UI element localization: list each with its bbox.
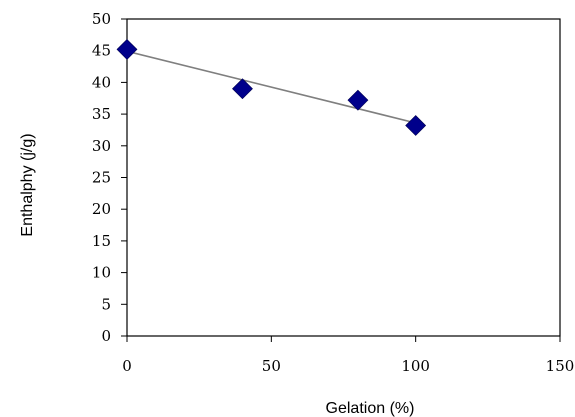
- data-point: [116, 39, 138, 60]
- y-tick-label: 10: [92, 264, 111, 282]
- x-tick-label: 100: [401, 357, 430, 375]
- x-tick-label: 50: [262, 357, 281, 375]
- y-tick-label: 45: [92, 42, 111, 60]
- trendline-group: [126, 50, 416, 124]
- data-points: [116, 39, 427, 136]
- y-tick-label: 40: [92, 73, 111, 91]
- y-tick-label: 15: [92, 232, 111, 250]
- trendline: [126, 50, 416, 124]
- y-tick-label: 50: [92, 10, 111, 28]
- y-axis-title: Enthalphy (j/g): [19, 133, 36, 236]
- y-tick-label: 5: [101, 295, 111, 313]
- plot-area: [126, 18, 561, 337]
- y-tick-label: 25: [92, 169, 111, 187]
- x-tick-label: 150: [546, 357, 575, 375]
- x-axis-title: Gelation (%): [326, 400, 415, 417]
- plot-frame: [126, 18, 561, 337]
- data-point: [347, 89, 369, 111]
- y-tick-label: 0: [101, 327, 111, 345]
- x-axis-ticks: 0 50 100 150: [122, 336, 574, 375]
- data-point: [232, 78, 253, 100]
- y-tick-label: 30: [92, 137, 111, 155]
- y-axis-ticks: 0 5 10 15 20 25 30 35 40 45 50: [92, 10, 127, 345]
- data-point: [405, 115, 427, 136]
- y-tick-label: 35: [92, 105, 111, 123]
- y-tick-label: 20: [92, 200, 111, 218]
- x-tick-label: 0: [122, 357, 132, 375]
